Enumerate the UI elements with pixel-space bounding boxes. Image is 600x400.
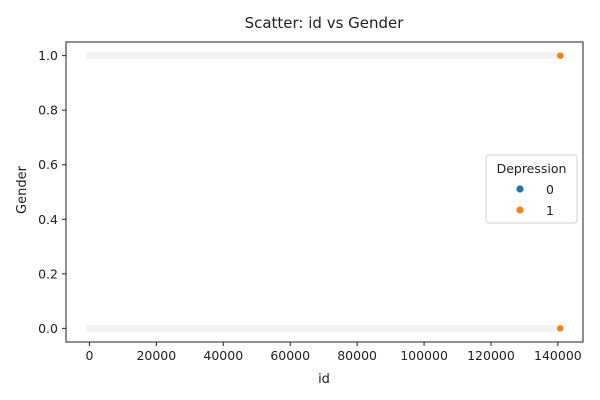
x-tick-label: 140000 bbox=[534, 348, 582, 363]
y-axis-label: Gender bbox=[15, 165, 30, 214]
x-tick-label: 40000 bbox=[203, 348, 243, 363]
x-tick-label: 0 bbox=[85, 348, 93, 363]
legend-box bbox=[485, 154, 578, 224]
legend-marker-1 bbox=[516, 206, 524, 214]
x-tick-label: 80000 bbox=[337, 348, 377, 363]
x-tick-label: 20000 bbox=[136, 348, 176, 363]
x-tick-label: 100000 bbox=[400, 348, 448, 363]
y-tick-label: 0.2 bbox=[38, 266, 58, 281]
y-tick-label: 0.4 bbox=[38, 212, 58, 227]
x-axis-label: id bbox=[318, 372, 330, 387]
y-tick-label: 0.0 bbox=[38, 321, 58, 336]
plot-area: 0 20000 40000 60000 80000 100000 120000 140000 0… bbox=[38, 41, 584, 363]
y-tick-label: 1.0 bbox=[38, 48, 58, 63]
legend: Depression 0 1 bbox=[485, 154, 578, 224]
data-point-series-1-1 bbox=[556, 324, 565, 333]
chart-title: Scatter: id vs Gender bbox=[245, 14, 405, 32]
y-tick-label: 0.6 bbox=[38, 157, 58, 172]
legend-marker-0 bbox=[516, 185, 524, 193]
data-point-series-1-0 bbox=[556, 51, 565, 60]
legend-label-0: 0 bbox=[546, 182, 554, 197]
legend-label-1: 1 bbox=[546, 203, 554, 218]
y-tick-label: 0.8 bbox=[38, 103, 58, 118]
plot-frame bbox=[65, 41, 584, 343]
legend-title: Depression bbox=[497, 161, 567, 176]
x-tick-label: 120000 bbox=[467, 348, 515, 363]
x-tick-label: 60000 bbox=[270, 348, 310, 363]
